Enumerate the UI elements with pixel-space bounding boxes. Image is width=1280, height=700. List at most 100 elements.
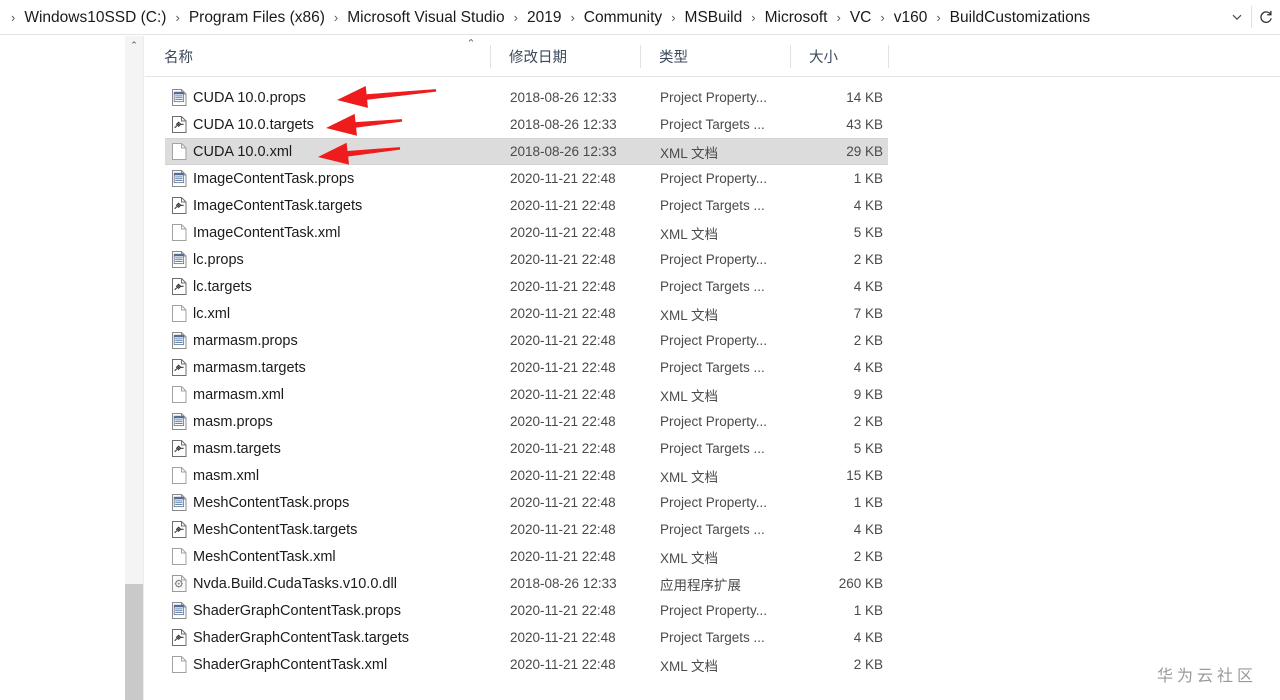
file-type-cell: Project Targets ... [660,117,765,132]
file-size-cell: 2 KB [853,549,883,564]
file-row[interactable]: masm.props 2020-11-21 22:48 Project Proper… [165,408,888,435]
file-date-cell: 2020-11-21 22:48 [510,495,616,510]
file-row[interactable]: lc.xml 2020-11-21 22:48 XML 文档 7 KB [165,300,888,327]
file-row[interactable]: ShaderGraphContentTask.props 2020-11-21 2… [165,597,888,624]
file-row[interactable]: marmasm.xml 2020-11-21 22:48 XML 文档 9 KB [165,381,888,408]
vertical-scrollbar[interactable]: ⌃ [125,36,144,700]
file-name-cell: ImageContentTask.xml [193,224,341,241]
scroll-up-arrow-icon[interactable]: ⌃ [130,39,138,50]
file-type-cell: Project Targets ... [660,198,765,213]
navigation-pane[interactable]: 2 [0,36,125,700]
breadcrumb-item-10[interactable]: BuildCustomizations [949,8,1091,26]
file-date-cell: 2018-08-26 12:33 [510,117,617,132]
file-name-cell: masm.props [193,413,273,430]
breadcrumb-separator: › [11,9,16,25]
breadcrumb-separator: › [936,9,941,25]
file-row[interactable]: ImageContentTask.xml 2020-11-21 22:48 XML … [165,219,888,246]
column-header-size[interactable]: 大小 [790,36,888,77]
file-name-cell: CUDA 10.0.xml [193,143,293,160]
file-row[interactable]: lc.props 2020-11-21 22:48 Project Property… [165,246,888,273]
file-row[interactable]: ShaderGraphContentTask.xml 2020-11-21 22:… [165,651,888,678]
breadcrumb-item-6[interactable]: MSBuild [684,8,743,26]
file-type-cell: Project Property... [660,171,768,186]
file-row[interactable]: masm.targets 2020-11-21 22:48 Project Targ… [165,435,888,462]
file-row[interactable]: CUDA 10.0.props 2018-08-26 12:33 Project P… [165,84,888,111]
file-row[interactable]: marmasm.targets 2020-11-21 22:48 Project T… [165,354,888,381]
file-row[interactable]: ImageContentTask.targets 2020-11-21 22:48… [165,192,888,219]
file-size-cell: 2 KB [853,333,883,348]
file-type-cell: Project Property... [660,90,768,105]
refresh-icon[interactable] [1252,0,1280,35]
column-header-name[interactable]: 名称 [164,50,193,66]
file-size-cell: 1 KB [853,603,883,618]
file-row[interactable]: Nvda.Build.CudaTasks.v10.0.dll 2018-08-26… [165,570,888,597]
targets-file-icon [165,358,193,377]
file-row[interactable]: MeshContentTask.props 2020-11-21 22:48 Pro… [165,489,888,516]
file-size-cell: 1 KB [853,171,883,186]
breadcrumb-item-8[interactable]: VC [849,8,872,26]
file-name-cell: ImageContentTask.props [193,170,355,187]
breadcrumb-separator: › [836,9,841,25]
file-row[interactable]: MeshContentTask.xml 2020-11-21 22:48 XML 文… [165,543,888,570]
column-header-date-modified[interactable]: 修改日期 [490,36,640,77]
file-date-cell: 2020-11-21 22:48 [510,171,616,186]
file-name-cell: Nvda.Build.CudaTasks.v10.0.dll [193,575,397,592]
file-row[interactable]: lc.targets 2020-11-21 22:48 Project Target… [165,273,888,300]
breadcrumb-item-4[interactable]: 2019 [526,8,562,26]
file-type-cell: XML 文档 [660,226,719,242]
file-date-cell: 2020-11-21 22:48 [510,225,616,240]
file-date-cell: 2020-11-21 22:48 [510,414,616,429]
breadcrumb-item-1[interactable]: Windows10SSD (C:) [24,8,167,26]
file-date-cell: 2020-11-21 22:48 [510,657,616,672]
file-type-cell: XML 文档 [660,550,719,566]
file-name-cell: marmasm.props [193,332,298,349]
file-row[interactable]: CUDA 10.0.targets 2018-08-26 12:33 Project… [165,111,888,138]
file-row[interactable]: ImageContentTask.props 2020-11-21 22:48 Pr… [165,165,888,192]
xml-file-icon [165,655,193,674]
file-size-cell: 5 KB [853,441,883,456]
file-type-cell: Project Property... [660,333,768,348]
file-name-cell: ShaderGraphContentTask.xml [193,656,388,673]
targets-file-icon [165,115,193,134]
file-name-cell: CUDA 10.0.props [193,89,306,106]
breadcrumb-item-2[interactable]: Program Files (x86) [188,8,325,26]
file-row[interactable]: MeshContentTask.targets 2020-11-21 22:48 P… [165,516,888,543]
file-size-cell: 15 KB [846,468,883,483]
file-date-cell: 2018-08-26 12:33 [510,90,617,105]
file-type-cell: Project Targets ... [660,441,765,456]
scrollbar-track[interactable] [125,36,143,700]
file-date-cell: 2020-11-21 22:48 [510,306,616,321]
column-header-end-divider [888,36,898,77]
file-type-cell: XML 文档 [660,307,719,323]
file-name-cell: ImageContentTask.targets [193,197,363,214]
address-bar[interactable]: › Windows10SSD (C:) › Program Files (x86) › M… [0,0,1280,35]
file-row[interactable]: ShaderGraphContentTask.targets 2020-11-21… [165,624,888,651]
breadcrumb-item-5[interactable]: Community [583,8,663,26]
file-name-cell: lc.targets [193,278,252,295]
chevron-down-icon[interactable] [1223,0,1251,35]
file-row[interactable]: CUDA 10.0.xml 2018-08-26 12:33 XML 文档 29 KB [165,138,888,165]
nav-item-clipped-label[interactable]: 2 [0,258,5,275]
scrollbar-thumb[interactable] [125,584,143,700]
column-header-type[interactable]: 类型 [640,36,790,77]
breadcrumb[interactable]: › Windows10SSD (C:) › Program Files (x86) › M… [0,0,1223,34]
sort-ascending-icon: ⌃ [466,38,476,50]
file-type-cell: Project Targets ... [660,630,765,645]
file-row[interactable]: marmasm.props 2020-11-21 22:48 Project Pro… [165,327,888,354]
file-type-cell: 应用程序扩展 [660,577,741,593]
targets-file-icon [165,439,193,458]
breadcrumb-item-3[interactable]: Microsoft Visual Studio [347,8,505,26]
file-list[interactable]: CUDA 10.0.props 2018-08-26 12:33 Project P… [145,78,1280,700]
file-size-cell: 7 KB [853,306,883,321]
breadcrumb-item-7[interactable]: Microsoft [764,8,828,26]
breadcrumb-separator: › [570,9,575,25]
file-type-cell: XML 文档 [660,658,719,674]
file-date-cell: 2020-11-21 22:48 [510,360,616,375]
file-row[interactable]: masm.xml 2020-11-21 22:48 XML 文档 15 KB [165,462,888,489]
breadcrumb-item-9[interactable]: v160 [893,8,928,26]
address-bar-controls [1223,0,1280,34]
file-name-cell: lc.props [193,251,244,268]
dll-file-icon [165,574,193,593]
file-type-cell: XML 文档 [660,388,719,404]
file-name-cell: ShaderGraphContentTask.props [193,602,401,619]
